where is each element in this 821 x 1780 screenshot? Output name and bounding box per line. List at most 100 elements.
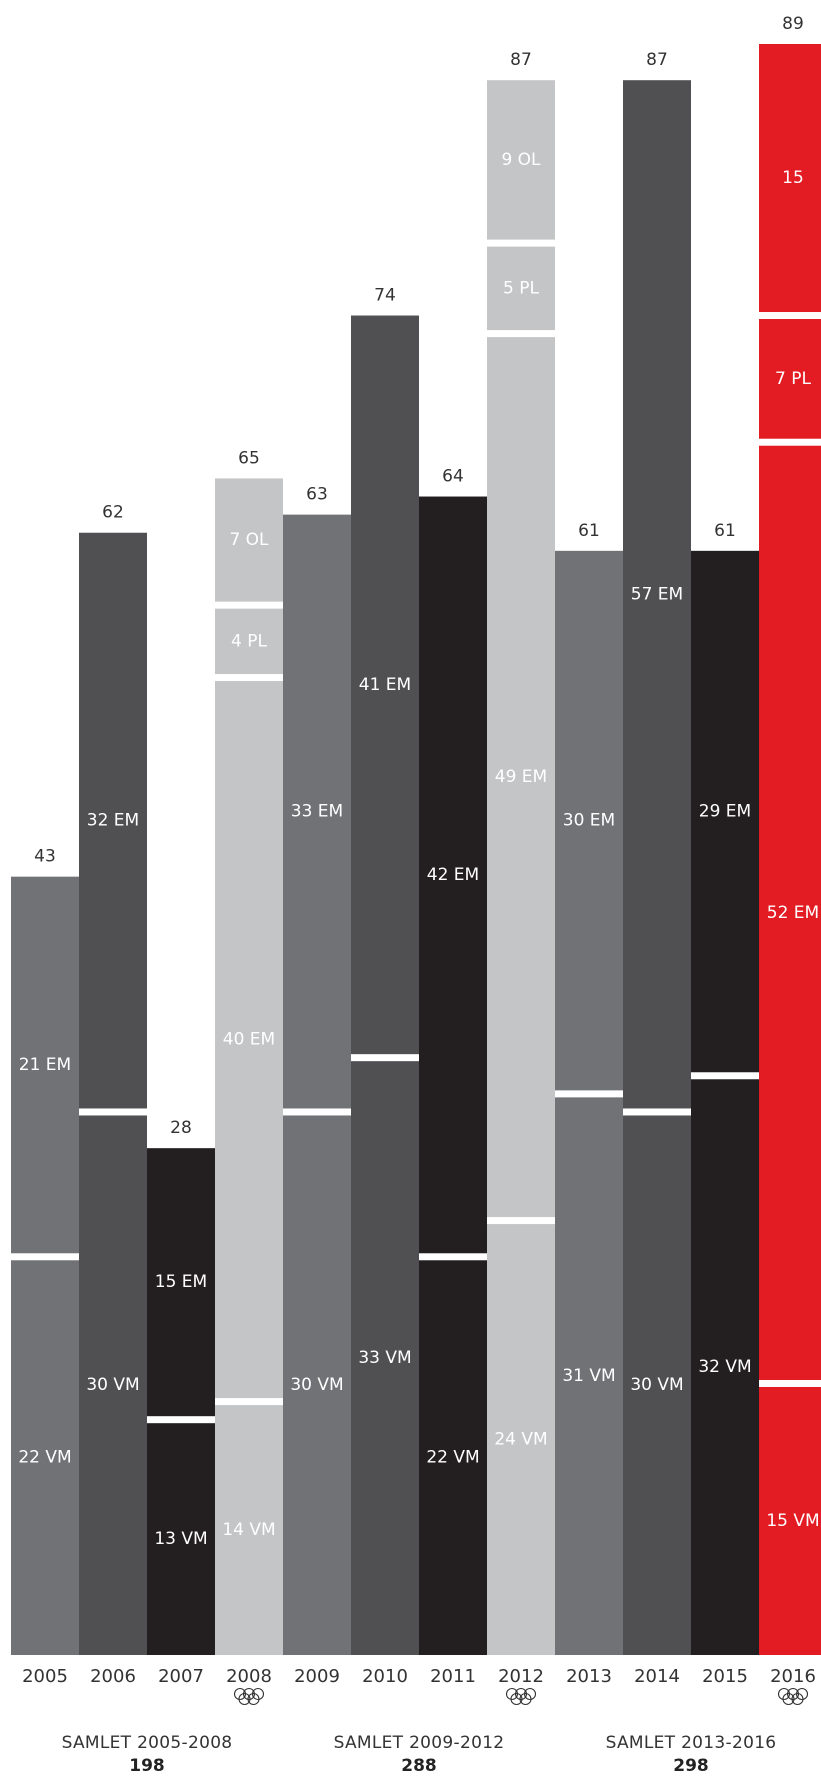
segment-label: 7 PL	[775, 369, 811, 389]
segment-label: 15	[782, 168, 804, 188]
bar-segment	[215, 1405, 283, 1655]
bar-total-label: 61	[714, 521, 736, 541]
segment-label: 22 VM	[426, 1448, 479, 1468]
bar-segment	[487, 80, 555, 240]
segment-label: 9 OL	[501, 150, 541, 170]
period-summary-label: SAMLET 2005-2008	[62, 1733, 233, 1753]
segment-label: 33 VM	[358, 1348, 411, 1368]
bar-segment	[215, 681, 283, 1399]
segment-label: 32 VM	[698, 1357, 751, 1377]
bar-segment	[419, 496, 487, 1254]
bar-segment	[555, 1097, 623, 1655]
bar-segment	[147, 1423, 215, 1655]
bar-total-label: 28	[170, 1118, 192, 1138]
bar-segment	[691, 1079, 759, 1655]
year-tick-label: 2013	[566, 1666, 612, 1687]
bar-segment	[759, 319, 821, 439]
segment-label: 31 VM	[562, 1366, 615, 1386]
bar-segment	[759, 1386, 821, 1655]
segment-label: 30 EM	[563, 811, 615, 831]
segment-label: 13 VM	[154, 1529, 207, 1549]
bar-total-label: 61	[578, 521, 600, 541]
year-tick-label: 2016	[770, 1666, 816, 1687]
year-tick-label: 2015	[702, 1666, 748, 1687]
period-summary-label: SAMLET 2013-2016	[606, 1733, 777, 1753]
segment-label: 15 VM	[766, 1511, 819, 1531]
segment-label: 49 EM	[495, 767, 547, 787]
olympic-rings-icon	[777, 1687, 809, 1706]
segment-label: 40 EM	[223, 1030, 275, 1050]
bar-segment	[79, 1115, 147, 1655]
bar-total-label: 74	[374, 286, 396, 306]
bar-segment	[351, 1061, 419, 1655]
bar-total-label: 62	[102, 503, 124, 523]
bar-segment	[759, 44, 821, 313]
year-tick-label: 2007	[158, 1666, 204, 1687]
bar-segment	[283, 514, 351, 1109]
year-tick-label: 2005	[22, 1666, 68, 1687]
year-tick-label: 2006	[90, 1666, 136, 1687]
segment-label: 30 VM	[86, 1375, 139, 1395]
bar-total-label: 65	[238, 448, 260, 468]
segment-label: 42 EM	[427, 865, 479, 885]
bar-segment	[487, 246, 555, 331]
segment-label: 21 EM	[19, 1055, 71, 1075]
olympic-ring-icon	[519, 1692, 532, 1706]
year-tick-label: 2011	[430, 1666, 476, 1687]
bar-total-label: 43	[34, 847, 56, 867]
olympic-ring-icon	[247, 1692, 260, 1706]
olympic-rings-icon	[233, 1687, 265, 1706]
bar-segment	[147, 1148, 215, 1417]
bar-segment	[351, 315, 419, 1055]
bar-total-label: 87	[510, 50, 532, 70]
bar-total-label: 87	[646, 50, 668, 70]
segment-label: 29 EM	[699, 802, 751, 822]
period-summary-total: 288	[401, 1756, 437, 1776]
bar-segment	[487, 337, 555, 1218]
segment-label: 5 PL	[503, 278, 539, 298]
olympic-ring-icon	[510, 1692, 523, 1706]
segment-label: 24 VM	[494, 1430, 547, 1450]
segment-label: 14 VM	[222, 1520, 275, 1540]
year-tick-label: 2014	[634, 1666, 680, 1687]
segment-label: 30 VM	[290, 1375, 343, 1395]
bar-segment	[215, 478, 283, 602]
period-summary-total: 198	[129, 1756, 165, 1776]
bar-segment	[691, 550, 759, 1073]
bar-segment	[623, 1115, 691, 1655]
segment-label: 7 OL	[229, 530, 269, 550]
period-summary-label: SAMLET 2009-2012	[334, 1733, 505, 1753]
bar-total-label: 89	[782, 14, 804, 34]
segment-label: 32 EM	[87, 811, 139, 831]
bar-segment	[11, 876, 79, 1254]
year-tick-label: 2012	[498, 1666, 544, 1687]
segment-label: 15 EM	[155, 1272, 207, 1292]
segment-label: 33 EM	[291, 802, 343, 822]
bar-segment	[11, 1260, 79, 1655]
period-summary-total: 298	[673, 1756, 709, 1776]
segment-label: 22 VM	[18, 1448, 71, 1468]
bar-segment	[555, 550, 623, 1091]
segment-label: 4 PL	[231, 631, 267, 651]
bar-segment	[419, 1260, 487, 1655]
bar-segment	[79, 532, 147, 1109]
bar-segment	[283, 1115, 351, 1655]
olympic-ring-icon	[782, 1692, 795, 1706]
bar-segment	[623, 80, 691, 1109]
olympic-rings-icon	[505, 1687, 537, 1706]
olympic-ring-icon	[238, 1692, 251, 1706]
bar-segment	[215, 608, 283, 675]
year-tick-label: 2008	[226, 1666, 272, 1687]
segment-label: 41 EM	[359, 675, 411, 695]
bar-total-label: 63	[306, 485, 328, 505]
segment-label: 52 EM	[767, 903, 819, 923]
bar-total-label: 64	[442, 467, 464, 487]
bar-segment	[759, 445, 821, 1380]
year-tick-label: 2009	[294, 1666, 340, 1687]
bar-segment	[487, 1224, 555, 1655]
year-tick-label: 2010	[362, 1666, 408, 1687]
segment-label: 57 EM	[631, 584, 683, 604]
segment-label: 30 VM	[630, 1375, 683, 1395]
